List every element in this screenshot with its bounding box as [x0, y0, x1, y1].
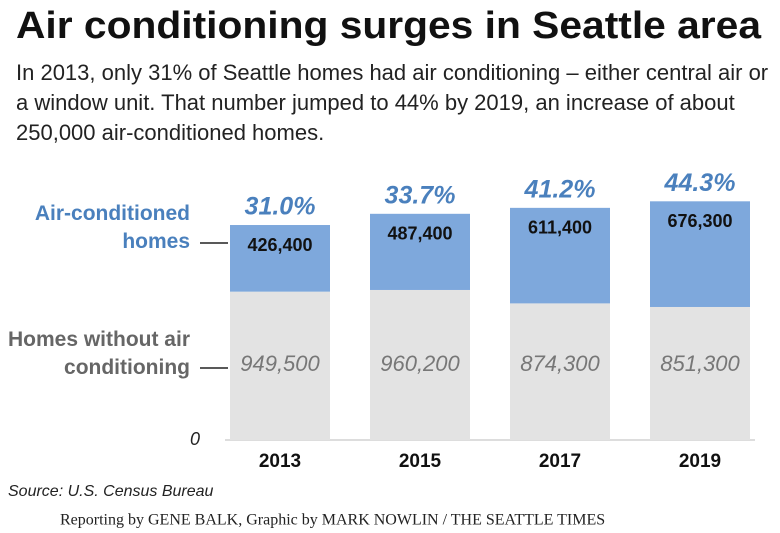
share-label: 41.2%: [524, 175, 596, 203]
value-label: 676,300: [667, 211, 732, 231]
chart-title: Air conditioning surges in Seattle area: [16, 5, 762, 47]
subtitle: In 2013, only 31% of Seattle homes had a…: [16, 60, 769, 145]
credit: Reporting by GENE BALK, Graphic by MARK …: [60, 512, 605, 529]
bar-segment: [370, 213, 470, 290]
x-tick-label: 2017: [539, 451, 581, 472]
value-label: 851,300: [660, 351, 740, 376]
share-label: 44.3%: [664, 169, 736, 197]
source: Source: U.S. Census Bureau: [8, 483, 214, 500]
bar-segment: [510, 303, 610, 440]
value-label: 949,500: [240, 351, 320, 376]
bar-segment: [370, 289, 470, 440]
y-tick-label: 0: [190, 429, 200, 449]
x-tick-label: 2019: [679, 451, 721, 472]
value-label: 611,400: [528, 218, 592, 238]
x-tick-label: 2015: [399, 451, 442, 472]
bar-segment: [510, 207, 610, 304]
bar-segment: [650, 201, 750, 307]
legend-label: Homes without air conditioning: [7, 328, 190, 379]
bar-segment: [230, 291, 330, 440]
x-tick-label: 2013: [259, 451, 301, 472]
value-label: 874,300: [520, 351, 600, 376]
value-label: 960,200: [380, 351, 460, 376]
bar-segment: [230, 225, 330, 292]
bar-segment: [650, 306, 750, 440]
value-label: 487,400: [387, 224, 452, 244]
share-label: 31.0%: [245, 193, 316, 221]
share-label: 33.7%: [385, 181, 456, 209]
legend-label: Air-conditioned homes: [34, 202, 190, 253]
value-label: 426,400: [247, 235, 312, 255]
